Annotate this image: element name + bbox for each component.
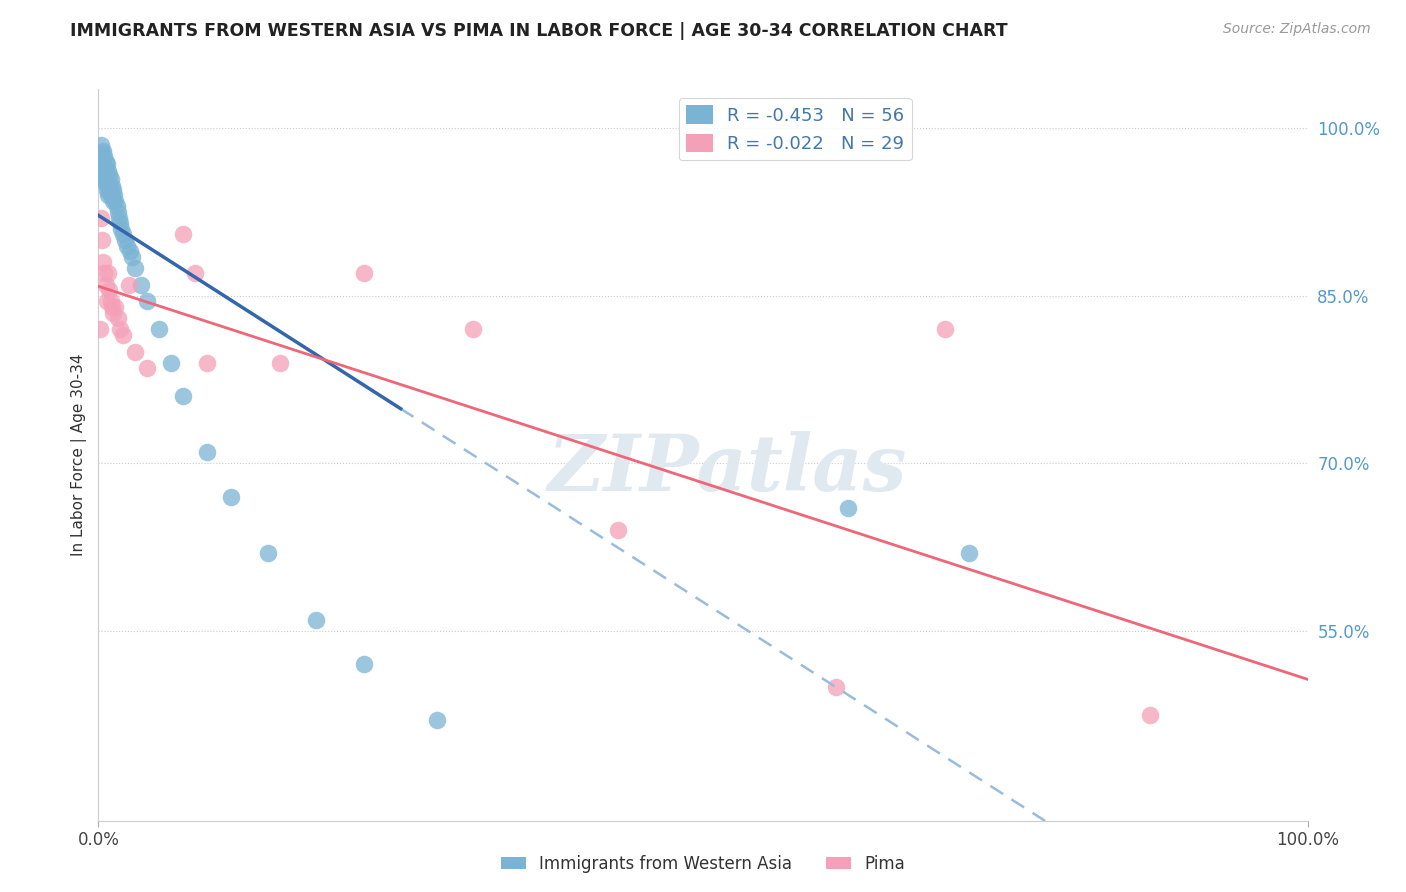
Point (353, 657, 375, 672)
Point (117, 238, 139, 252)
Point (96, 157, 118, 171)
Point (89, 161, 111, 175)
Point (96, 183, 118, 197)
Point (100, 171, 122, 186)
Point (129, 277, 152, 292)
Point (118, 244, 141, 259)
Point (93, 166, 115, 180)
Point (91, 161, 114, 175)
Point (91, 161, 114, 175)
Text: ZIPatlas: ZIPatlas (547, 432, 907, 508)
Point (98, 183, 121, 197)
Text: IMMIGRANTS FROM WESTERN ASIA VS PIMA IN LABOR FORCE | AGE 30-34 CORRELATION CHAR: IMMIGRANTS FROM WESTERN ASIA VS PIMA IN … (70, 22, 1008, 40)
Point (94, 154, 117, 169)
Point (91, 145, 114, 160)
Point (221, 490, 243, 504)
Point (91, 144, 114, 158)
Point (100, 294, 122, 309)
Point (463, 322, 485, 336)
Point (934, 322, 956, 336)
Point (426, 713, 449, 727)
Point (100, 300, 122, 314)
Point (121, 250, 143, 264)
Point (97, 177, 120, 191)
Point (93, 149, 115, 163)
Point (256, 546, 278, 560)
Point (101, 194, 124, 208)
Point (108, 216, 131, 230)
Point (89, 322, 111, 336)
Point (89, 149, 111, 163)
Point (160, 356, 183, 370)
Point (353, 267, 375, 281)
Point (101, 183, 124, 197)
Point (100, 188, 122, 202)
Point (96, 171, 118, 186)
Point (91, 168, 114, 182)
Point (1139, 707, 1161, 722)
Point (111, 227, 134, 242)
Point (172, 227, 194, 242)
Point (104, 300, 127, 314)
Point (825, 680, 848, 694)
Point (148, 322, 170, 336)
Point (98, 283, 121, 297)
Point (93, 267, 115, 281)
Point (107, 311, 129, 326)
Point (607, 524, 630, 538)
Y-axis label: In Labor Force | Age 30-34: In Labor Force | Age 30-34 (72, 353, 87, 557)
Point (108, 322, 131, 336)
Text: Source: ZipAtlas.com: Source: ZipAtlas.com (1223, 22, 1371, 37)
Point (91, 171, 114, 186)
Point (94, 168, 117, 182)
Point (111, 327, 134, 342)
Point (103, 188, 125, 202)
Point (124, 260, 146, 275)
Point (105, 199, 128, 213)
Point (957, 546, 980, 560)
Legend: R = -0.453   N = 56, R = -0.022   N = 29: R = -0.453 N = 56, R = -0.022 N = 29 (679, 98, 911, 161)
Point (837, 500, 859, 515)
Point (96, 294, 118, 309)
Point (101, 305, 124, 319)
Point (172, 389, 194, 403)
Point (104, 194, 127, 208)
Point (94, 177, 117, 191)
Point (90, 138, 112, 153)
Point (195, 356, 218, 370)
Point (97, 267, 120, 281)
Point (124, 344, 146, 359)
Point (90, 166, 112, 180)
Point (90, 211, 112, 225)
Point (184, 267, 207, 281)
Point (91, 233, 114, 247)
Point (135, 294, 157, 309)
Point (269, 356, 291, 370)
Point (90, 154, 112, 169)
Point (110, 221, 132, 235)
Legend: Immigrants from Western Asia, Pima: Immigrants from Western Asia, Pima (495, 848, 911, 880)
Point (195, 445, 218, 459)
Point (135, 361, 157, 376)
Point (118, 277, 141, 292)
Point (91, 153, 114, 167)
Point (114, 233, 136, 247)
Point (108, 211, 131, 225)
Point (91, 255, 114, 269)
Point (98, 168, 121, 182)
Point (305, 613, 328, 627)
Point (97, 163, 120, 178)
Point (107, 205, 129, 219)
Point (100, 179, 122, 194)
Point (94, 277, 117, 292)
Point (97, 188, 120, 202)
